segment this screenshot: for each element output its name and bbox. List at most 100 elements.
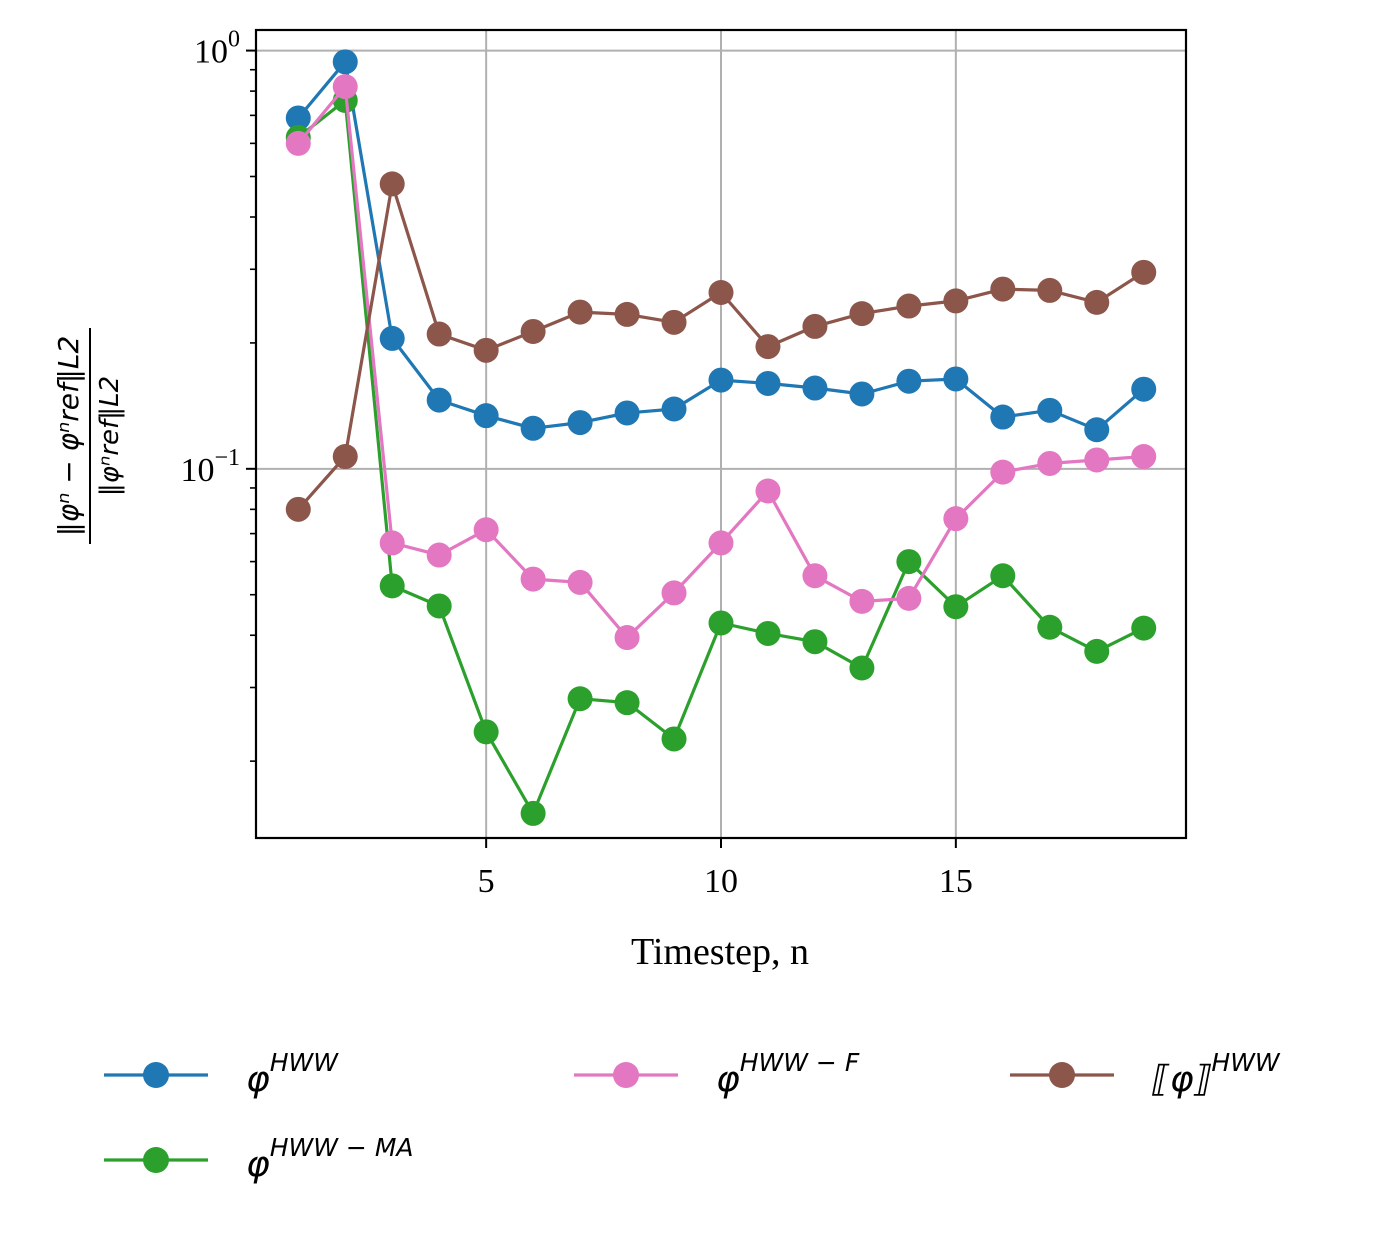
legend-marker xyxy=(143,1062,169,1088)
data-point xyxy=(1084,447,1110,473)
data-point xyxy=(1037,614,1063,640)
data-point xyxy=(943,288,969,314)
data-point xyxy=(755,334,781,360)
data-point xyxy=(990,276,1016,302)
y-tick-label: 100 xyxy=(194,27,240,71)
data-point xyxy=(990,404,1016,430)
data-point xyxy=(473,517,499,543)
data-point xyxy=(1131,259,1157,285)
legend-marker xyxy=(1049,1062,1075,1088)
x-tick-label: 5 xyxy=(478,863,495,900)
data-point xyxy=(567,569,593,595)
data-point xyxy=(1037,450,1063,476)
data-point xyxy=(661,726,687,752)
data-point xyxy=(990,459,1016,485)
legend-marker xyxy=(143,1147,169,1173)
data-point xyxy=(379,171,405,197)
data-point xyxy=(802,563,828,589)
data-point xyxy=(708,610,734,636)
data-point xyxy=(990,563,1016,589)
data-point xyxy=(849,655,875,681)
data-point xyxy=(614,301,640,327)
data-point xyxy=(1037,277,1063,303)
series-hww xyxy=(285,171,1157,522)
data-point xyxy=(614,690,640,716)
y-axis-title-denominator: ‖φⁿref‖L2 xyxy=(95,376,125,496)
data-point xyxy=(614,625,640,651)
data-point xyxy=(943,506,969,532)
data-point xyxy=(849,301,875,327)
legend-item: φHWW − F xyxy=(574,1048,860,1100)
data-point xyxy=(520,415,546,441)
data-point xyxy=(755,478,781,504)
legend-item: φHWW − MA xyxy=(104,1133,414,1185)
x-tick-label: 10 xyxy=(704,863,738,900)
data-point xyxy=(661,580,687,606)
y-tick-label: 10−1 xyxy=(180,445,240,489)
data-point xyxy=(332,49,358,75)
data-point xyxy=(520,800,546,826)
data-point xyxy=(896,368,922,394)
data-point xyxy=(473,719,499,745)
series-hww xyxy=(285,49,1157,443)
data-point xyxy=(943,366,969,392)
data-point xyxy=(426,387,452,413)
data-point xyxy=(755,620,781,646)
y-axis-title-numerator: ‖φⁿ − φⁿref‖L2 xyxy=(52,336,85,537)
data-point xyxy=(1131,615,1157,641)
data-point xyxy=(332,74,358,100)
data-point xyxy=(802,375,828,401)
legend-label: φHWW − MA xyxy=(246,1133,414,1185)
legend-label: φHWW − F xyxy=(716,1048,860,1100)
legend: φHWW φHWW − F ⟦φ⟧HWW φHWW − MA xyxy=(104,1048,1281,1185)
data-point xyxy=(661,396,687,422)
data-point xyxy=(567,686,593,712)
data-point xyxy=(426,593,452,619)
legend-label: φHWW xyxy=(246,1048,339,1100)
data-point xyxy=(802,629,828,655)
data-point xyxy=(285,105,311,131)
data-point xyxy=(896,293,922,319)
data-point xyxy=(802,313,828,339)
legend-item: φHWW xyxy=(104,1048,339,1100)
grid-lines xyxy=(256,30,1186,838)
y-axis-title: ‖φⁿ − φⁿref‖L2 ‖φⁿref‖L2 xyxy=(52,328,125,544)
series-layer xyxy=(285,49,1157,826)
data-point xyxy=(614,400,640,426)
axis-ticks: 5 10 15 100 10−1 xyxy=(180,27,972,900)
data-point xyxy=(896,585,922,611)
data-point xyxy=(379,530,405,556)
data-point xyxy=(1084,289,1110,315)
x-axis-title: Timestep, n xyxy=(631,931,809,973)
data-point xyxy=(520,318,546,344)
data-point xyxy=(896,549,922,575)
data-point xyxy=(1131,376,1157,402)
data-point xyxy=(379,325,405,351)
data-point xyxy=(473,403,499,429)
data-point xyxy=(473,337,499,363)
data-point xyxy=(1131,444,1157,470)
data-point xyxy=(755,370,781,396)
data-point xyxy=(1084,638,1110,664)
data-point xyxy=(567,299,593,325)
data-point xyxy=(849,588,875,614)
legend-item: ⟦φ⟧HWW xyxy=(1010,1048,1281,1100)
data-point xyxy=(943,594,969,620)
data-point xyxy=(708,530,734,556)
series-hww-f xyxy=(285,74,1157,651)
data-point xyxy=(520,566,546,592)
data-point xyxy=(379,573,405,599)
data-point xyxy=(661,309,687,335)
data-point xyxy=(426,321,452,347)
data-point xyxy=(708,279,734,305)
data-point xyxy=(285,496,311,522)
data-point xyxy=(708,367,734,393)
data-point xyxy=(332,444,358,470)
data-point xyxy=(1084,417,1110,443)
legend-label: ⟦φ⟧HWW xyxy=(1151,1048,1281,1100)
data-point xyxy=(1037,397,1063,423)
legend-marker xyxy=(613,1062,639,1088)
data-point xyxy=(285,130,311,156)
data-point xyxy=(849,381,875,407)
